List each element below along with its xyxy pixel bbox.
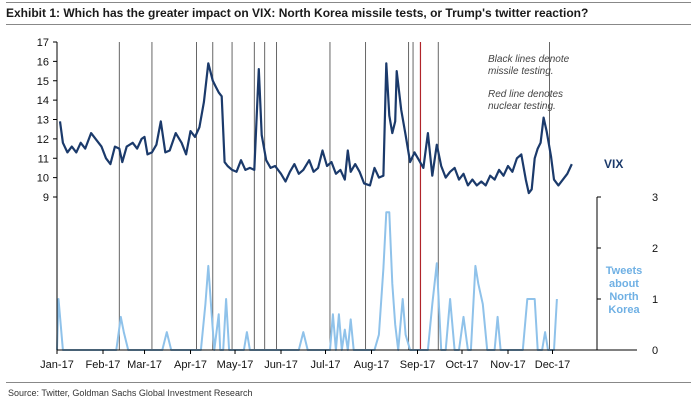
x-tick-label-11: Dec-17 [535, 359, 570, 371]
left-tick-label-5: 12 [37, 134, 49, 146]
vix-series-label: VIX [604, 157, 623, 171]
x-tick-label-6: Jul-17 [311, 359, 341, 371]
left-tick-label-3: 14 [37, 95, 49, 107]
left-tick-label-6: 11 [38, 153, 49, 165]
annotation-nuclear-1: Red line denotes [488, 89, 563, 100]
test-date-lines [118, 42, 550, 350]
tweets-series-line [56, 211, 558, 351]
x-tick-label-0: Jan-17 [40, 359, 74, 371]
source-note: Source: Twitter, Goldman Sachs Global In… [8, 388, 253, 398]
right-tick-label-3: 0 [652, 345, 658, 357]
left-tick-label-0: 17 [37, 37, 49, 49]
bottom-rule [6, 382, 691, 383]
tweets-label-line-2: North [609, 291, 639, 303]
annotation-missile-2: missile testing. [488, 66, 554, 77]
right-tick-label-1: 2 [652, 243, 658, 255]
chart-title: Exhibit 1: Which has the greater impact … [6, 6, 589, 20]
vix-series-line [58, 62, 573, 195]
left-tick-label-7: 10 [37, 173, 49, 185]
tweets-label-line-0: Tweets [606, 265, 642, 277]
x-tick-label-2: Mar-17 [127, 359, 162, 371]
x-tick-label-4: May-17 [217, 359, 254, 371]
annotation-nuclear-2: nuclear testing. [488, 101, 556, 112]
left-tick-label-2: 15 [37, 76, 49, 88]
x-tick-label-1: Feb-17 [86, 359, 121, 371]
x-tick-label-3: Apr-17 [174, 359, 207, 371]
top-rule [6, 2, 691, 3]
right-tick-label-0: 3 [652, 192, 658, 204]
x-tick-label-10: Nov-17 [490, 359, 525, 371]
left-tick-label-1: 16 [37, 56, 49, 68]
left-tick-label-8: 9 [43, 192, 49, 204]
tweets-label-line-3: Korea [608, 304, 640, 316]
x-tick-label-5: Jun-17 [264, 359, 298, 371]
x-tick-label-8: Sep-17 [400, 359, 435, 371]
vix-series-layer [58, 62, 573, 195]
tweets-label-line-1: about [609, 278, 639, 290]
annotation-missile-1: Black lines denote [488, 54, 570, 65]
x-tick-label-9: Oct-17 [445, 359, 478, 371]
right-tick-label-2: 1 [652, 294, 658, 306]
tweets-series-layer [56, 211, 558, 351]
title-rule [6, 24, 691, 25]
x-tick-label-7: Aug-17 [354, 359, 389, 371]
left-tick-label-4: 13 [37, 115, 49, 127]
